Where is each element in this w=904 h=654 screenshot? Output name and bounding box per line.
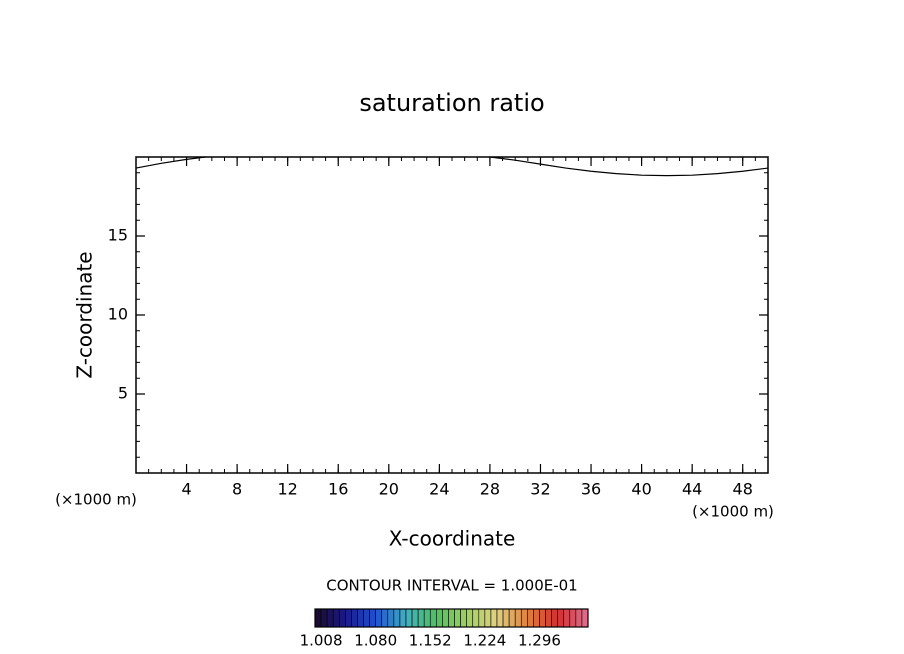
colorbar-stripe <box>442 608 449 628</box>
y-tick-label: 15 <box>108 226 128 245</box>
x-tick-label: 48 <box>733 480 753 499</box>
colorbar-stripe <box>320 608 328 628</box>
colorbar-stripe <box>569 608 577 628</box>
colorbar-stripe <box>508 608 516 628</box>
x-tick-label: 12 <box>278 480 298 499</box>
plot-frame <box>135 156 769 474</box>
colorbar-stripe <box>575 608 583 628</box>
colorbar-stripe <box>417 608 425 628</box>
colorbar-stripe <box>332 608 340 628</box>
colorbar-stripe <box>314 608 322 628</box>
colorbar-stripe <box>472 608 480 628</box>
colorbar-stripe <box>393 608 401 628</box>
y-tick-label: 10 <box>108 305 128 324</box>
colorbar-tick-label: 1.224 <box>463 632 506 650</box>
colorbar-stripe <box>436 608 443 628</box>
colorbar-stripe <box>429 608 437 628</box>
colorbar-frame <box>314 608 589 628</box>
colorbar-stripe <box>369 608 376 628</box>
colorbar-stripe <box>484 608 492 628</box>
colorbar-stripe <box>357 608 364 628</box>
colorbar-stripe <box>454 608 461 628</box>
x-tick-label: 36 <box>581 480 601 499</box>
x-tick-label: 40 <box>631 480 651 499</box>
x-axis-title: X-coordinate <box>389 527 516 551</box>
contour-line <box>135 156 206 169</box>
colorbar-stripe <box>411 608 419 628</box>
colorbar-stripe <box>563 608 571 628</box>
y-axis-title: Z-coordinate <box>73 251 97 378</box>
colorbar-stripe <box>533 608 540 628</box>
colorbar-stripe <box>387 608 395 628</box>
x-tick-label: 24 <box>429 480 449 499</box>
colorbar-stripe <box>490 608 498 628</box>
y-tick-label: 5 <box>118 384 128 403</box>
x-tick-label: 20 <box>379 480 399 499</box>
colorbar-stripe <box>423 608 431 628</box>
colorbar-stripe <box>539 608 546 628</box>
colorbar-stripe <box>363 608 370 628</box>
contour-line <box>489 156 769 177</box>
colorbar-stripe <box>478 608 486 628</box>
colorbar-stripe <box>345 608 352 628</box>
contour-interval: CONTOUR INTERVAL = 1.000E-01 <box>326 577 577 595</box>
x-tick-label: 8 <box>232 480 242 499</box>
colorbar-tick-label: 1.080 <box>354 632 397 650</box>
colorbar-stripe <box>448 608 455 628</box>
x-unit-left: (×1000 m) <box>55 491 137 509</box>
colorbar-stripe <box>496 608 504 628</box>
x-tick-label: 16 <box>328 480 348 499</box>
colorbar-stripe <box>581 608 589 628</box>
colorbar-stripe <box>551 608 558 628</box>
colorbar-tick-label: 1.008 <box>300 632 343 650</box>
colorbar-stripe <box>326 608 334 628</box>
colorbar-stripe <box>514 608 522 628</box>
colorbar-stripe <box>460 608 467 628</box>
x-tick-label: 32 <box>530 480 550 499</box>
colorbar-stripe <box>399 608 407 628</box>
x-tick-label: 44 <box>682 480 702 499</box>
colorbar-stripe <box>520 608 528 628</box>
x-tick-label: 4 <box>181 480 191 499</box>
chart-title: saturation ratio <box>359 89 544 117</box>
colorbar-stripe <box>381 608 389 628</box>
colorbar-stripe <box>545 608 552 628</box>
colorbar-stripe <box>527 608 534 628</box>
colorbar-stripe <box>375 608 383 628</box>
colorbar-stripe <box>557 608 565 628</box>
colorbar-stripe <box>351 608 358 628</box>
colorbar-stripe <box>338 608 346 628</box>
x-tick-label: 28 <box>480 480 500 499</box>
x-unit-right: (×1000 m) <box>692 503 774 521</box>
colorbar-tick-label: 1.296 <box>518 632 561 650</box>
colorbar-stripe <box>466 608 474 628</box>
colorbar-stripe <box>502 608 510 628</box>
colorbar-stripe <box>405 608 413 628</box>
colorbar-tick-label: 1.152 <box>409 632 452 650</box>
